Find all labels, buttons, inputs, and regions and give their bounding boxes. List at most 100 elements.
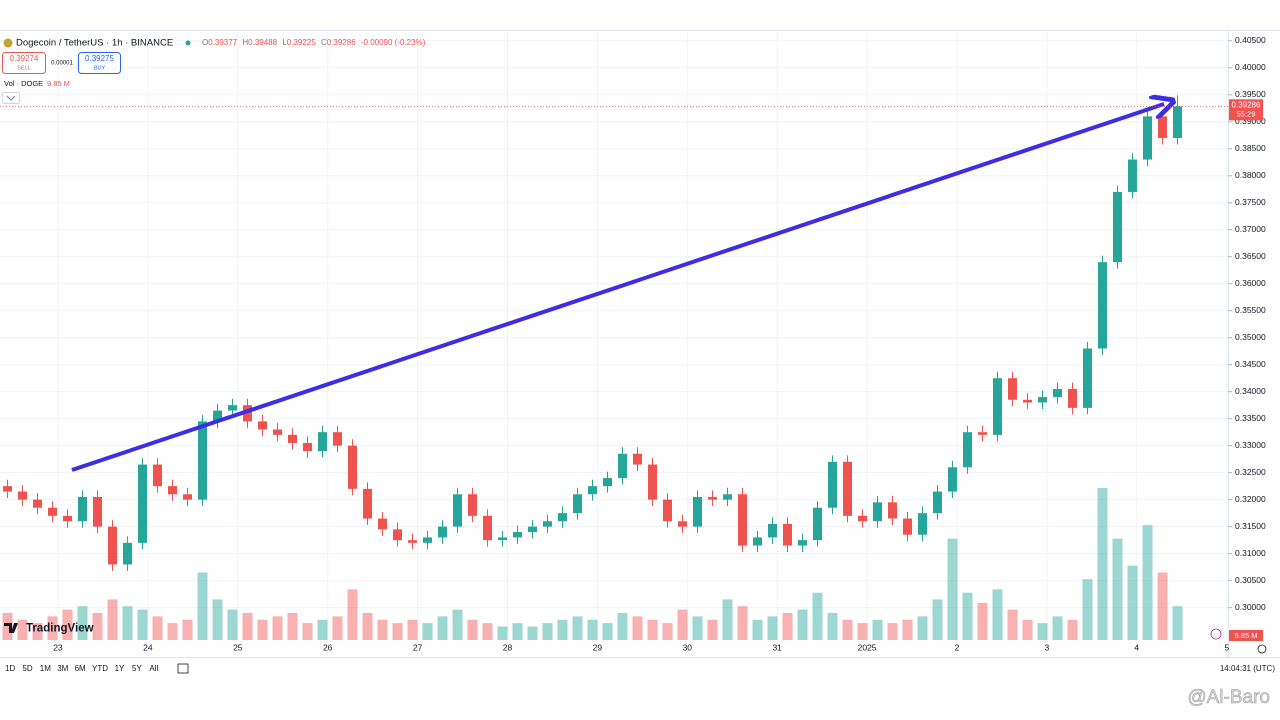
volume-bar bbox=[407, 619, 418, 640]
range-button[interactable]: 1Y bbox=[115, 664, 125, 673]
candle-body bbox=[423, 537, 432, 543]
volume-bar bbox=[242, 612, 253, 640]
range-button[interactable]: 5Y bbox=[132, 664, 142, 673]
candle-body bbox=[873, 502, 882, 522]
calendar-icon[interactable] bbox=[177, 663, 189, 674]
volume-bar bbox=[842, 619, 853, 640]
y-tick-label: 0.31000 bbox=[1235, 548, 1266, 558]
volume-bar bbox=[467, 619, 478, 640]
volume-bar bbox=[827, 612, 838, 640]
candle-body bbox=[888, 502, 897, 519]
candle-body bbox=[1083, 348, 1092, 408]
y-tick-label: 0.31500 bbox=[1235, 521, 1266, 531]
candle-body bbox=[753, 537, 762, 546]
candle-body bbox=[468, 494, 477, 516]
volume-bar bbox=[272, 616, 283, 640]
range-button[interactable]: All bbox=[149, 664, 158, 673]
candle-body bbox=[78, 496, 87, 522]
x-tick-label: 27 bbox=[413, 642, 423, 652]
range-button[interactable]: 1M bbox=[40, 664, 51, 673]
volume-bar bbox=[1127, 565, 1138, 640]
volume-bar bbox=[47, 616, 58, 640]
volume-bar bbox=[77, 606, 88, 640]
candle-body bbox=[498, 537, 507, 541]
o-label: O bbox=[202, 38, 208, 47]
candle-body bbox=[48, 507, 57, 516]
volume-bar bbox=[632, 616, 643, 640]
volume-bar bbox=[1172, 606, 1183, 640]
range-button[interactable]: YTD bbox=[92, 664, 108, 673]
candle-body bbox=[603, 478, 612, 487]
volume-label: Vol · DOGE bbox=[4, 79, 43, 88]
candle-body bbox=[573, 494, 582, 514]
volume-bar bbox=[17, 619, 28, 640]
volume-bar bbox=[737, 606, 748, 640]
candle-body bbox=[33, 499, 42, 508]
x-tick-label: 25 bbox=[233, 642, 243, 652]
x-tick-label: 28 bbox=[503, 642, 513, 652]
y-tick-label: 0.30000 bbox=[1235, 602, 1266, 612]
volume-bar bbox=[2, 612, 13, 640]
range-button[interactable]: 6M bbox=[75, 664, 86, 673]
collapse-button[interactable] bbox=[2, 92, 20, 104]
range-button[interactable]: 1D bbox=[5, 664, 15, 673]
volume-bar bbox=[347, 589, 358, 640]
candle-body bbox=[633, 453, 642, 465]
x-tick-label: 5 bbox=[1224, 642, 1229, 652]
buy-label[interactable]: BUY bbox=[94, 65, 106, 71]
sell-label[interactable]: SELL bbox=[17, 65, 30, 71]
candle-body bbox=[1023, 399, 1032, 403]
candle-body bbox=[183, 494, 192, 500]
range-button[interactable]: 3M bbox=[57, 664, 68, 673]
y-tick-label: 0.30500 bbox=[1235, 575, 1266, 585]
candle-body bbox=[363, 488, 372, 519]
volume-bar bbox=[437, 616, 448, 640]
candle-body bbox=[768, 523, 777, 538]
x-tick-label: 24 bbox=[143, 642, 153, 652]
volume-bar bbox=[152, 616, 163, 640]
o-value: 0.39377 bbox=[208, 38, 237, 47]
candle-body bbox=[828, 461, 837, 508]
volume-bar bbox=[647, 619, 658, 640]
alert-icon[interactable] bbox=[1210, 628, 1222, 640]
settings-icon[interactable] bbox=[1257, 644, 1267, 654]
sell-button[interactable] bbox=[2, 52, 46, 74]
logo: TradingView bbox=[26, 623, 94, 635]
ohlc-values: O0.39377 H0.39488 L0.39225 C0.39286 -0.0… bbox=[202, 38, 426, 47]
candle-body bbox=[903, 518, 912, 535]
buy-button[interactable] bbox=[78, 52, 121, 74]
candle-body bbox=[993, 378, 1002, 435]
sell-price[interactable]: 0.39274 bbox=[10, 54, 39, 63]
buy-price[interactable]: 0.39275 bbox=[85, 54, 114, 63]
volume-bar bbox=[317, 619, 328, 640]
volume-bar bbox=[107, 599, 118, 640]
candle-body bbox=[273, 429, 282, 435]
volume-bar bbox=[512, 623, 523, 640]
price-tag-value: 0.39286 bbox=[1232, 100, 1261, 109]
volume-layer bbox=[2, 488, 1183, 640]
volume-bar bbox=[32, 623, 43, 640]
volume-bar bbox=[257, 619, 268, 640]
volume-bar bbox=[992, 589, 1003, 640]
volume-bar bbox=[587, 619, 598, 640]
volume-bar bbox=[62, 609, 73, 640]
volume-bar bbox=[677, 609, 688, 640]
y-tick-label: 0.40500 bbox=[1235, 35, 1266, 45]
volume-bar bbox=[92, 612, 103, 640]
volume-bar bbox=[602, 623, 613, 640]
x-tick-label: 26 bbox=[323, 642, 333, 652]
candle-body bbox=[1098, 262, 1107, 349]
coin-icon bbox=[3, 38, 13, 48]
volume-bar bbox=[167, 623, 178, 640]
grid-layer bbox=[0, 30, 1228, 657]
c-value: 0.39286 bbox=[327, 38, 356, 47]
range-button[interactable]: 5D bbox=[22, 664, 32, 673]
volume-bar bbox=[527, 626, 538, 640]
candle-body bbox=[738, 494, 747, 546]
volume-bar bbox=[947, 538, 958, 640]
x-tick-label: 30 bbox=[683, 642, 693, 652]
candle-body bbox=[543, 521, 552, 527]
candle-body bbox=[303, 442, 312, 452]
